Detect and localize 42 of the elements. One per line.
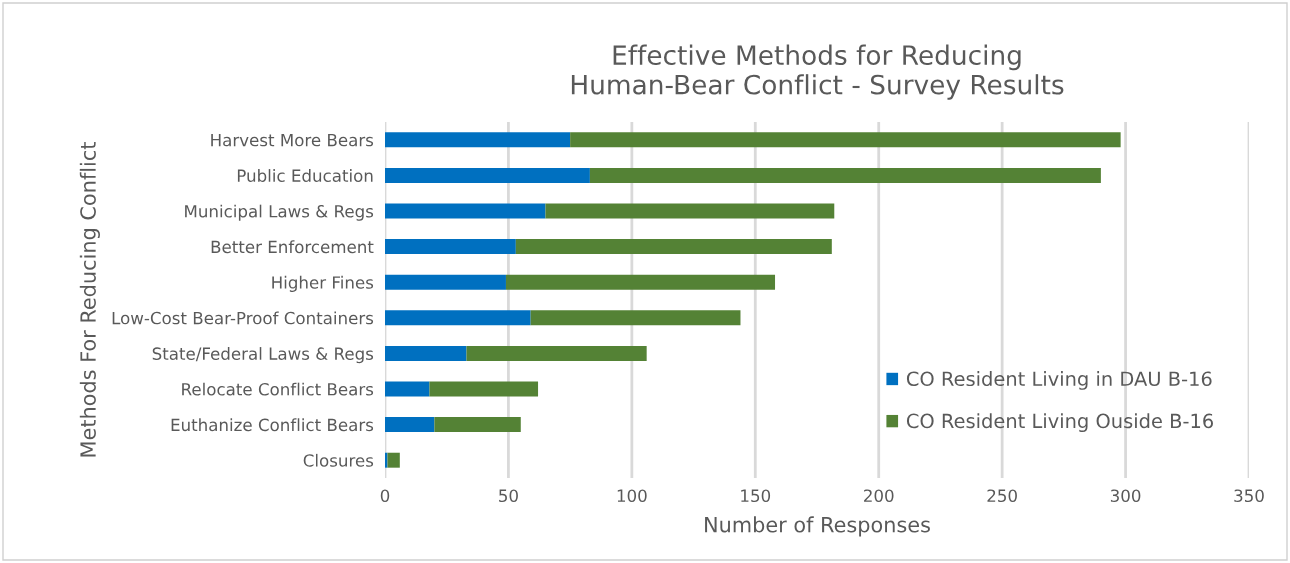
bar: [385, 239, 516, 255]
bar: [530, 310, 741, 326]
x-tick-label: 150: [741, 489, 771, 503]
chart-title: Effective Methods for Reducing Human-Bear Conflict - Survey Results: [571, 44, 1064, 100]
bar: [385, 203, 546, 219]
bar: [385, 417, 435, 433]
y-tick-label: Higher Fines: [272, 275, 374, 292]
y-tick-label: Municipal Laws & Regs: [185, 204, 374, 221]
bar: [466, 345, 647, 361]
bar: [429, 381, 539, 397]
bar: [515, 239, 832, 255]
x-tick-label: 300: [1110, 489, 1141, 503]
x-tick-label: 250: [987, 489, 1017, 503]
x-tick-label: 350: [1234, 489, 1264, 503]
x-tick-label: 200: [864, 489, 894, 503]
y-tick-label: Better Enforcement: [211, 240, 374, 254]
bar: [545, 203, 835, 219]
y-axis-title: Methods For Reducing Conflict: [79, 142, 100, 457]
bar: [387, 452, 400, 468]
y-tick-label: Closures: [303, 453, 374, 467]
y-tick-label: Euthanize Conflict Bears: [171, 418, 374, 432]
x-tick-label: 100: [617, 489, 647, 503]
y-tick-label: Public Education: [237, 169, 373, 182]
bar: [385, 132, 571, 148]
legend-label: CO Resident Living in DAU B-16: [906, 371, 1212, 390]
y-tick-label: Low-Cost Bear-Proof Containers: [112, 311, 374, 325]
bar: [589, 167, 1101, 183]
y-tick-label: Relocate Conflict Bears: [182, 382, 374, 396]
bar: [385, 167, 590, 183]
y-tick-label: Harvest More Bears: [211, 133, 374, 147]
x-tick-label: 50: [499, 489, 518, 503]
bar: [570, 132, 1121, 148]
bar: [505, 274, 776, 290]
legend-label: CO Resident Living Ouside B-16: [906, 413, 1213, 433]
bar: [385, 345, 467, 361]
bar: [385, 381, 430, 397]
y-tick-label: State/Federal Laws & Regs: [152, 347, 374, 364]
bar: [434, 417, 521, 433]
bar: [385, 274, 506, 290]
x-tick-label: 0: [380, 489, 390, 503]
bar: [385, 310, 531, 326]
x-axis-title: Number of Responses: [705, 516, 930, 537]
